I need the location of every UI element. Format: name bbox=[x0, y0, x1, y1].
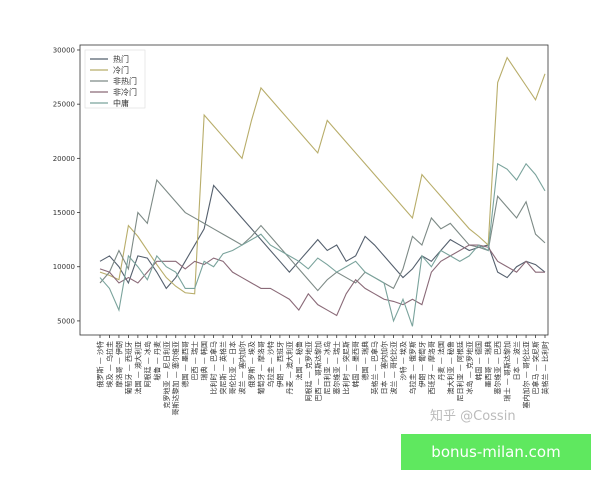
x-tick-label: 塞尔维亚 — 瑞士 bbox=[332, 341, 341, 394]
x-tick-label: 葡萄牙 — 摩洛哥 bbox=[256, 341, 265, 394]
x-tick-label: 俄罗斯 — 埃及 bbox=[247, 341, 256, 387]
badge: bonus-milan.com bbox=[401, 434, 591, 470]
x-tick-label: 澳大利亚 — 秘鲁 bbox=[446, 341, 455, 394]
series-line bbox=[99, 56, 546, 295]
legend-box bbox=[84, 49, 146, 109]
x-tick-label: 冰岛 — 克罗地亚 bbox=[465, 341, 474, 394]
x-tick-label: 比利时 — 突尼斯 bbox=[342, 341, 351, 394]
x-tick-label: 尼日利亚 — 阿根廷 bbox=[455, 341, 464, 401]
series-line bbox=[99, 244, 545, 317]
x-tick-label: 德国 — 瑞典 bbox=[361, 341, 370, 380]
x-tick-label: 塞内加尔 — 哥伦比亚 bbox=[522, 341, 531, 408]
x-tick-label: 波兰 — 哥伦比亚 bbox=[389, 341, 398, 394]
x-tick-label: 韩国 — 墨西哥 bbox=[351, 341, 360, 387]
x-tick-label: 日本 — 塞内加尔 bbox=[380, 341, 389, 394]
x-tick-label: 哥伦比亚 — 日本 bbox=[228, 341, 237, 394]
x-tick-label: 法国 — 澳大利亚 bbox=[133, 341, 142, 394]
x-tick-label: 克罗地亚 — 尼日利亚 bbox=[162, 341, 171, 408]
x-tick-label: 摩洛哥 — 伊朗 bbox=[114, 341, 123, 387]
x-tick-label: 巴拿马 — 突尼斯 bbox=[531, 341, 540, 394]
legend-label: 非冷门 bbox=[113, 87, 137, 97]
x-tick-label: 英格兰 — 比利时 bbox=[541, 341, 550, 394]
x-tick-label: 瑞士 — 哥斯达黎加 bbox=[503, 341, 512, 401]
x-tick-label: 俄罗斯 — 沙特 bbox=[96, 341, 105, 387]
x-tick-label: 巴西 — 哥斯达黎加 bbox=[313, 341, 322, 401]
legend-label: 热门 bbox=[113, 54, 129, 64]
x-tick-label: 塞尔维亚 — 巴西 bbox=[493, 341, 502, 394]
plot-frame bbox=[79, 44, 549, 336]
x-tick-label: 秘鲁 — 丹麦 bbox=[152, 341, 161, 380]
x-tick-label: 乌拉圭 — 沙特 bbox=[266, 341, 275, 387]
x-tick-label: 德国 — 墨西哥 bbox=[181, 341, 190, 387]
x-tick-label: 瑞典 — 韩国 bbox=[200, 341, 209, 380]
watermark: 知乎 @Cossin bbox=[430, 408, 516, 424]
x-tick-label: 乌拉圭 — 俄罗斯 bbox=[408, 341, 417, 394]
y-tick-label: 30000 bbox=[53, 46, 75, 54]
x-tick-label: 突尼斯 — 英格兰 bbox=[219, 341, 228, 394]
legend-label: 中庸 bbox=[113, 98, 129, 108]
y-tick-label: 20000 bbox=[53, 155, 75, 163]
x-tick-label: 墨西哥 — 瑞典 bbox=[484, 341, 493, 387]
x-tick-label: 阿根廷 — 冰岛 bbox=[143, 341, 152, 387]
series-line bbox=[99, 162, 546, 327]
y-tick-label: 25000 bbox=[53, 101, 75, 109]
x-tick-label: 西班牙 — 摩洛哥 bbox=[427, 341, 436, 394]
x-tick-label: 日本 — 波兰 bbox=[512, 341, 521, 380]
x-tick-label: 阿根廷 — 克罗地亚 bbox=[304, 341, 313, 401]
x-tick-label: 伊朗 — 葡萄牙 bbox=[417, 341, 426, 387]
x-tick-label: 沙特 — 埃及 bbox=[398, 341, 407, 380]
x-tick-label: 英格兰 — 巴拿马 bbox=[370, 341, 379, 394]
x-tick-label: 哥斯达黎加 — 塞尔维亚 bbox=[171, 341, 180, 415]
x-tick-label: 埃及 — 乌拉圭 bbox=[105, 341, 114, 387]
x-tick-label: 尼日利亚 — 冰岛 bbox=[323, 341, 332, 394]
x-tick-label: 韩国 — 德国 bbox=[474, 341, 483, 380]
y-tick-label: 5000 bbox=[57, 317, 75, 325]
legend-label: 非热门 bbox=[113, 76, 137, 86]
x-tick-label: 法国 — 秘鲁 bbox=[294, 341, 303, 380]
x-tick-label: 比利时 — 巴拿马 bbox=[209, 341, 218, 394]
x-tick-label: 巴西 — 瑞士 bbox=[190, 341, 199, 380]
x-tick-label: 波兰 — 塞内加尔 bbox=[238, 341, 247, 394]
series-line bbox=[99, 184, 546, 290]
y-tick-label: 15000 bbox=[53, 209, 75, 217]
x-tick-label: 伊朗 — 西班牙 bbox=[275, 341, 284, 387]
x-tick-label: 葡萄牙 — 西班牙 bbox=[124, 341, 133, 394]
y-tick-label: 10000 bbox=[53, 263, 75, 271]
legend-label: 冷门 bbox=[113, 65, 129, 75]
x-tick-label: 丹麦 — 澳大利亚 bbox=[285, 341, 294, 394]
x-tick-label: 丹麦 — 法国 bbox=[436, 341, 445, 380]
